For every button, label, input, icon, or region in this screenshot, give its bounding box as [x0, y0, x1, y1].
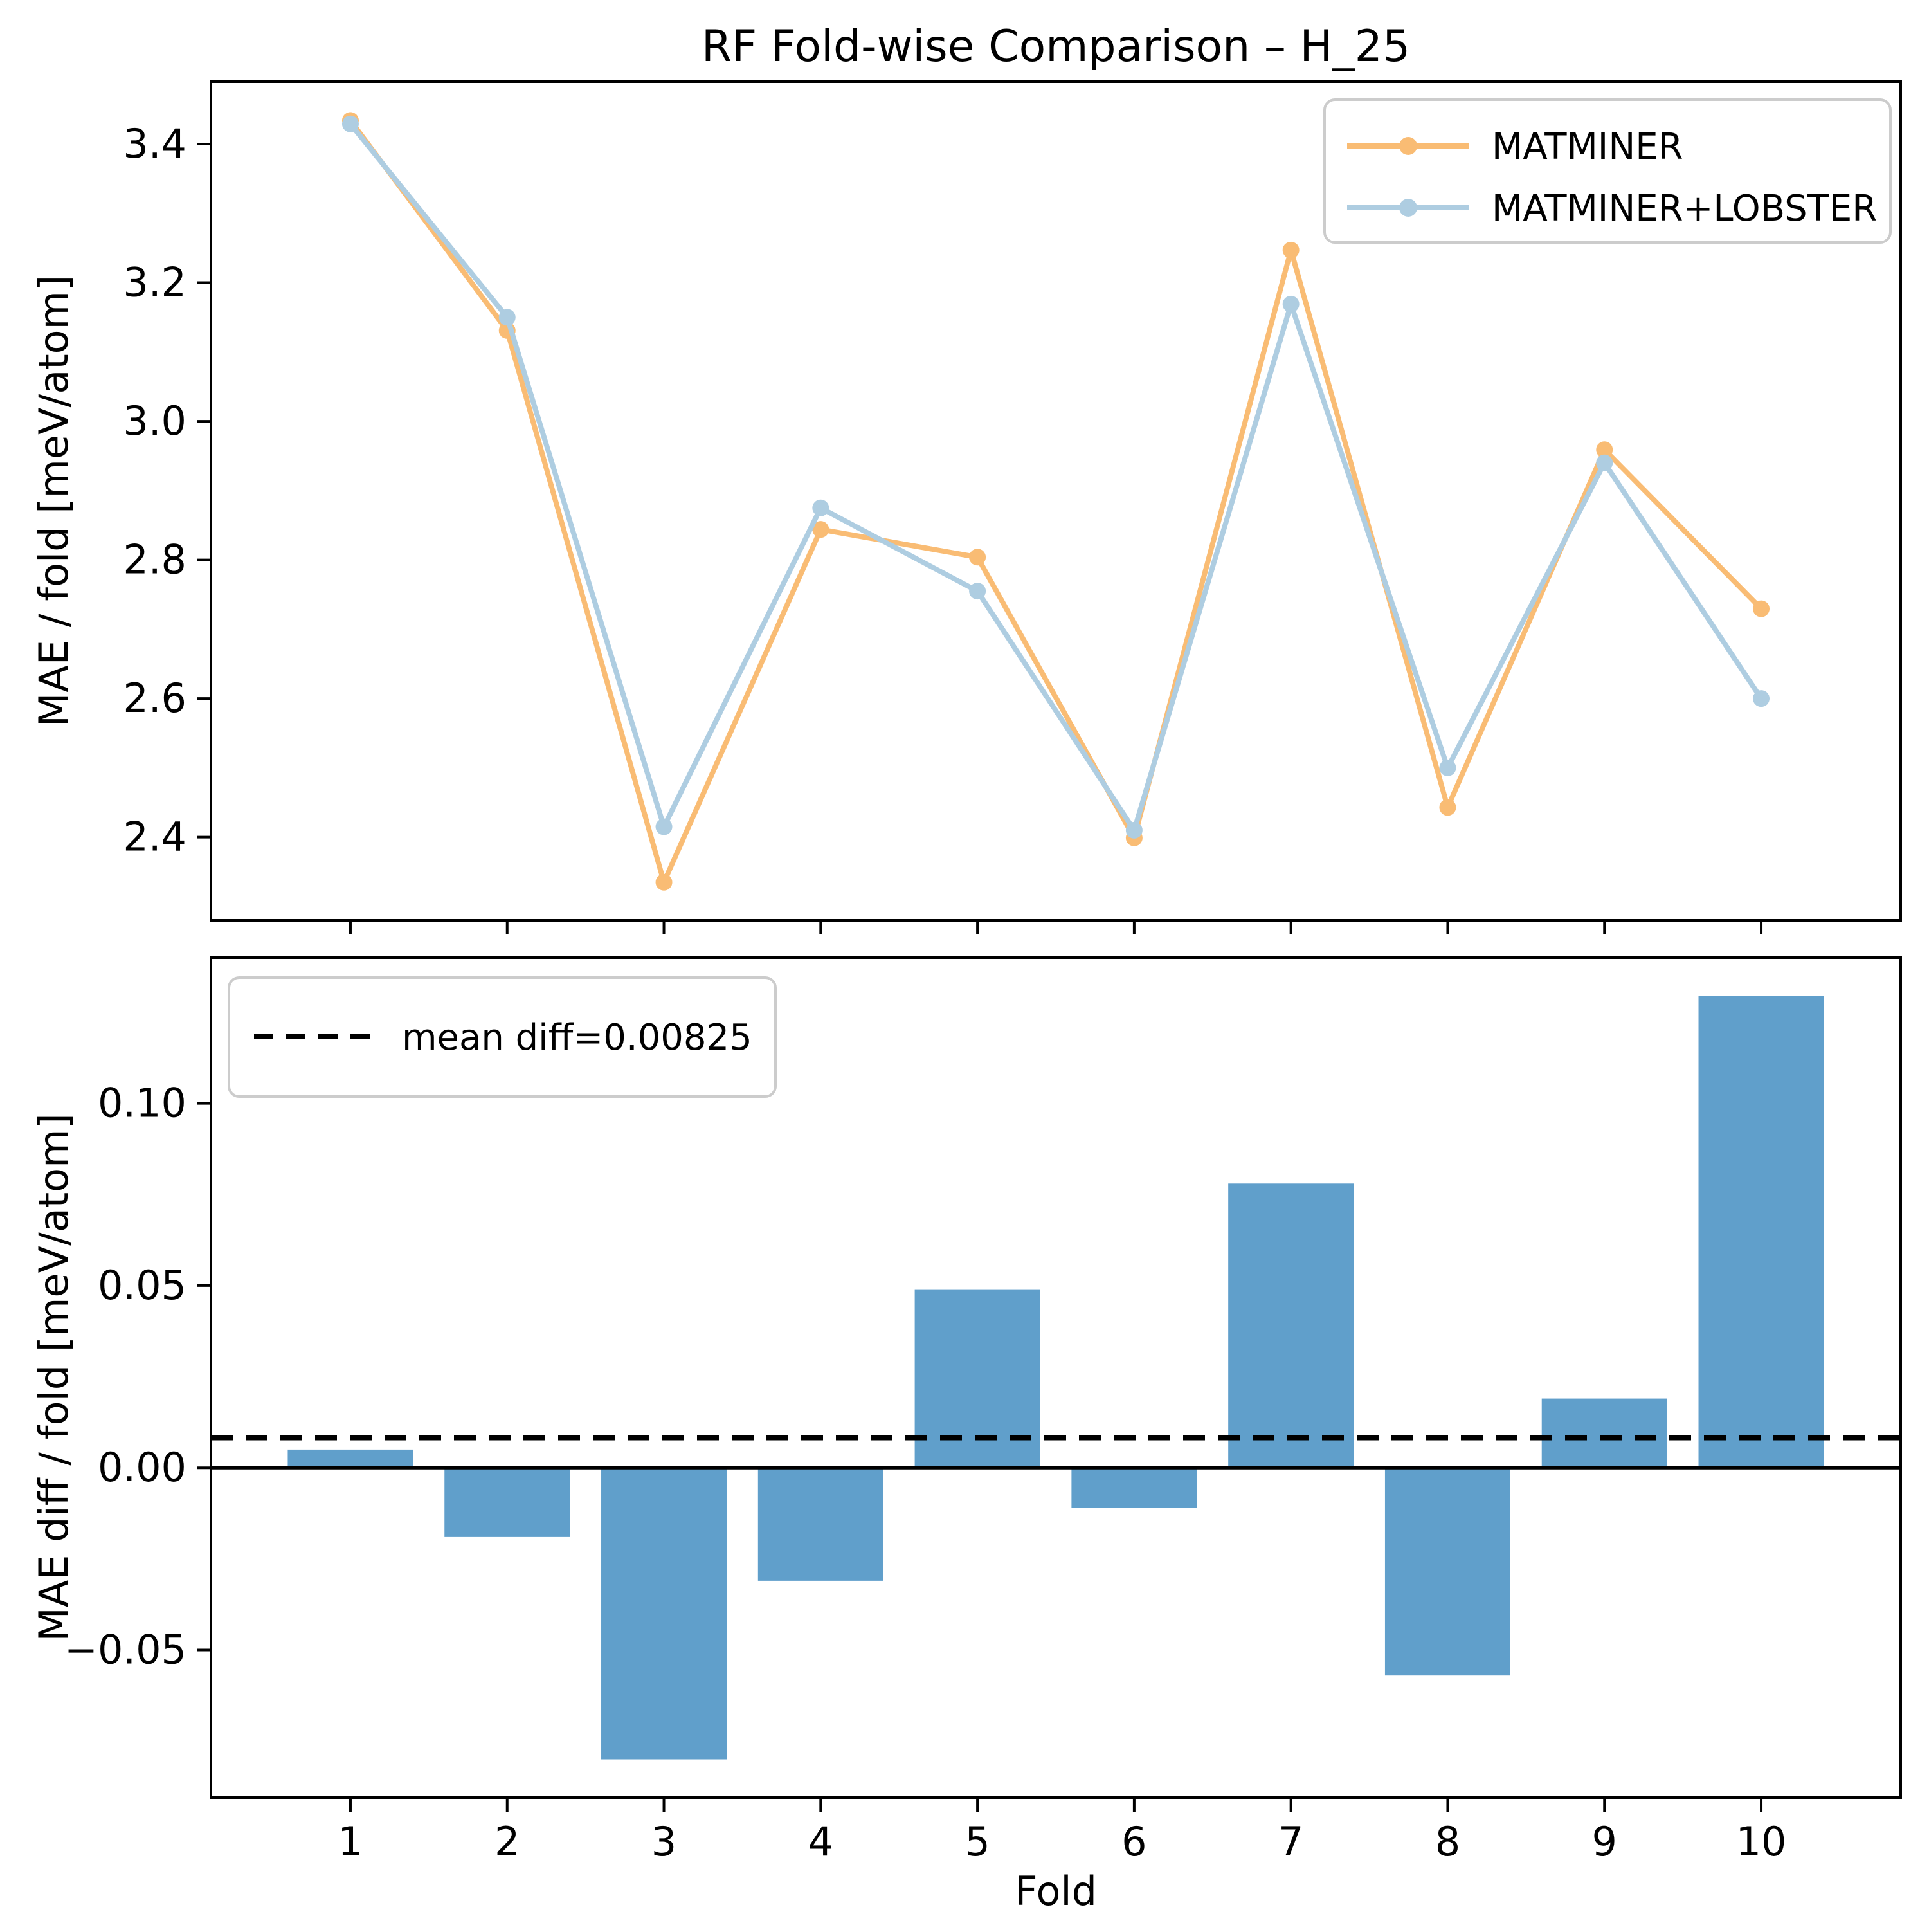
x-tick-label: 6: [1121, 1818, 1146, 1865]
data-point-marker: [655, 818, 673, 835]
mean-diff-legend-label: mean diff=0.00825: [402, 1017, 752, 1059]
bar-series-group: [287, 996, 1824, 1760]
x-tick-label: 2: [494, 1818, 520, 1865]
y-tick-label: 3.2: [123, 259, 186, 306]
y-tick-label: 3.0: [123, 397, 186, 444]
series-line-matminer: [347, 118, 1764, 885]
bar-fold-9: [1541, 1398, 1667, 1468]
y-tick-label: 0.10: [98, 1080, 186, 1127]
data-point-marker: [969, 583, 986, 600]
bar-fold-3: [601, 1468, 727, 1760]
top-subplot: RF Fold-wise Comparison – H_25 2.4 2.6 2.8…: [30, 21, 1902, 934]
y-tick-label: 0.05: [98, 1262, 186, 1309]
top-y-axis-label: MAE / fold [meV/atom]: [30, 275, 77, 727]
bar-fold-8: [1384, 1468, 1510, 1676]
top-x-axis-ticks: [349, 920, 1763, 934]
data-point-marker: [812, 499, 829, 516]
line-series-group: [341, 112, 1770, 891]
data-point-marker: [812, 521, 829, 538]
top-axes-frame: [210, 80, 1902, 922]
bar-fold-7: [1228, 1183, 1354, 1468]
bottom-subplot: −0.05 0.00 0.05 0.10 1 2 3 4 5 6 7 8 9 10 MAE diff /…: [30, 956, 1902, 1915]
y-tick-label: 0.00: [98, 1444, 186, 1491]
data-point-marker: [1125, 821, 1143, 839]
top-y-axis-ticks: 2.4 2.6 2.8 3.0 3.2 3.4: [123, 120, 211, 861]
legend-item-matminer-lobster: MATMINER+LOBSTER: [1347, 188, 1877, 230]
y-tick-label: 3.4: [123, 120, 186, 167]
data-point-marker: [1439, 759, 1456, 776]
x-tick-label: 9: [1592, 1818, 1617, 1865]
data-point-marker: [498, 309, 516, 326]
bottom-x-axis-ticks: 1 2 3 4 5 6 7 8 9 10: [338, 1798, 1786, 1865]
bottom-legend: mean diff=0.00825: [228, 976, 777, 1098]
series-line-matminer-lobster: [347, 121, 1764, 833]
data-point-marker: [1439, 799, 1456, 816]
bottom-y-axis-ticks: −0.05 0.00 0.05 0.10: [64, 1080, 211, 1673]
data-point-marker: [1753, 600, 1770, 617]
bar-fold-1: [287, 1449, 413, 1468]
chart-title: RF Fold-wise Comparison – H_25: [702, 21, 1410, 72]
legend-item-matminer: MATMINER: [1347, 126, 1683, 168]
bar-fold-4: [757, 1468, 883, 1581]
matminer-legend-marker-icon: [1399, 137, 1417, 155]
x-tick-label: 8: [1435, 1818, 1460, 1865]
lobster-legend-marker-icon: [1399, 199, 1417, 217]
x-axis-label: Fold: [1015, 1868, 1097, 1915]
x-tick-label: 5: [964, 1818, 990, 1865]
data-point-marker: [341, 115, 359, 132]
y-tick-label: 2.6: [123, 675, 186, 722]
bottom-y-axis-label: MAE diff / fold [meV/atom]: [30, 1113, 77, 1641]
data-point-marker: [1753, 690, 1770, 707]
x-tick-label: 10: [1736, 1818, 1787, 1865]
x-tick-label: 3: [651, 1818, 676, 1865]
bar-fold-10: [1698, 996, 1824, 1468]
lobster-legend-label: MATMINER+LOBSTER: [1492, 188, 1877, 230]
top-legend: MATMINER MATMINER+LOBSTER: [1323, 98, 1892, 244]
bar-fold-2: [444, 1468, 570, 1537]
data-point-marker: [1282, 241, 1300, 259]
bar-fold-5: [914, 1289, 1040, 1468]
x-tick-label: 4: [808, 1818, 833, 1865]
matminer-legend-label: MATMINER: [1492, 126, 1683, 168]
y-tick-label: −0.05: [64, 1627, 186, 1673]
bottom-axes-frame: [210, 956, 1902, 1799]
data-point-marker: [1596, 454, 1613, 471]
x-tick-label: 1: [338, 1818, 363, 1865]
bar-fold-6: [1071, 1468, 1197, 1508]
y-tick-label: 2.4: [123, 814, 186, 861]
bottom-legend-box: [228, 976, 777, 1098]
data-point-marker: [1596, 441, 1613, 459]
data-point-marker: [655, 873, 673, 891]
y-tick-label: 2.8: [123, 536, 186, 583]
data-point-marker: [1282, 295, 1300, 313]
x-tick-label: 7: [1278, 1818, 1303, 1865]
data-point-marker: [969, 549, 986, 566]
